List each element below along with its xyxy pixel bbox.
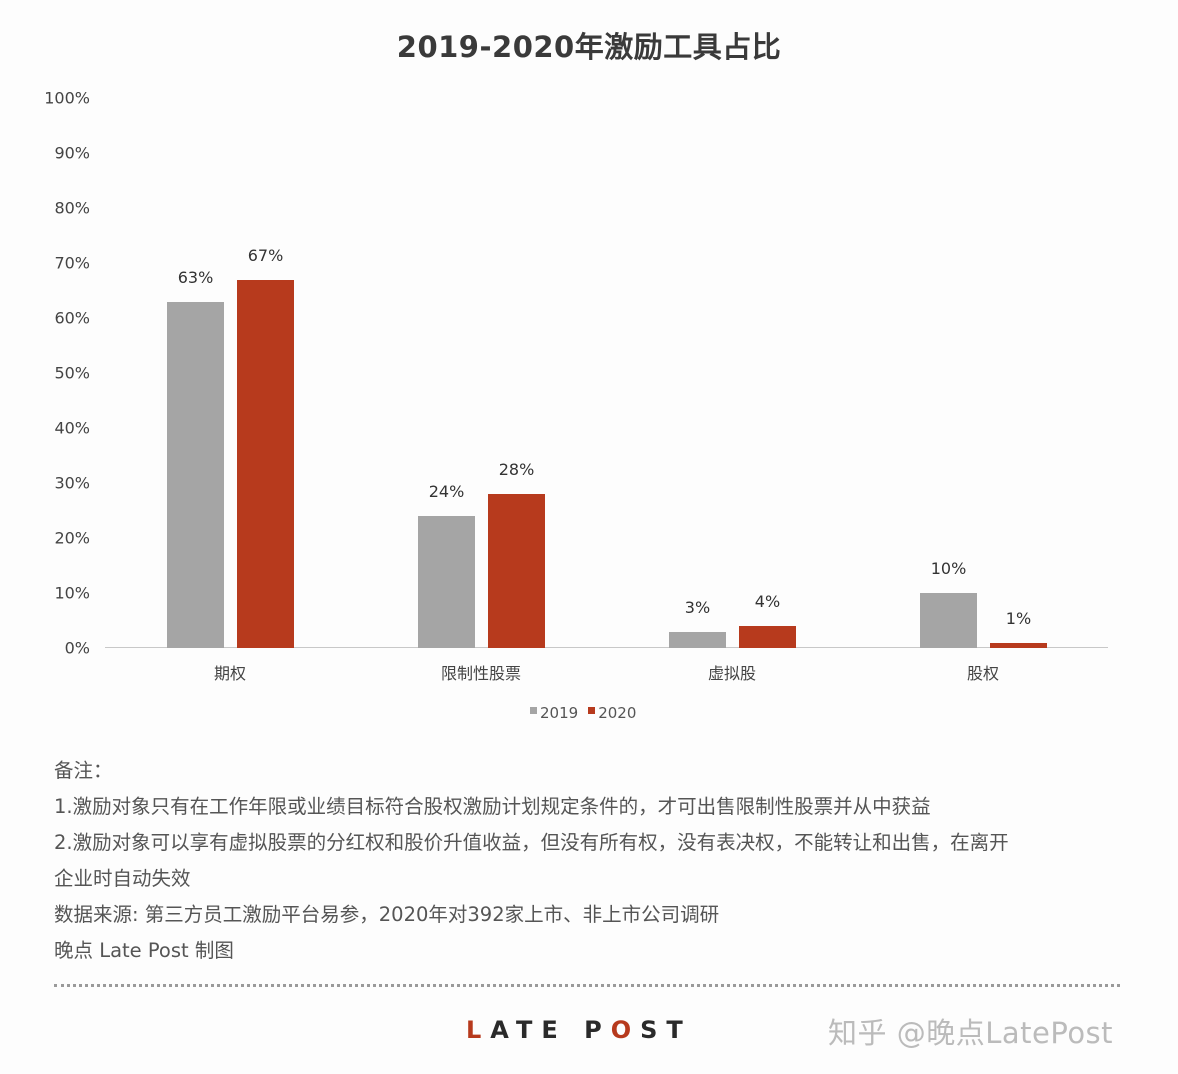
legend-swatch-2020 [588,706,596,714]
y-tick-label: 0% [64,638,90,658]
chart-title: 2019-2020年激励工具占比 [396,30,782,64]
bar-2020 [488,494,545,648]
zhihu-watermark: 知乎 @晚点LatePost [828,1016,1114,1050]
x-axis-line [105,647,1108,648]
bar-2019 [418,516,475,648]
y-tick-label: 10% [54,583,90,603]
bar-2019 [920,593,977,648]
y-tick-label: 40% [54,418,90,438]
y-tick-label: 20% [54,528,90,548]
bar-value-label: 67% [247,245,284,265]
bar-value-label: 3% [684,597,711,617]
legend-label-2020: 2020 [598,704,637,722]
legend-item-2020: 2020 [588,704,636,722]
y-tick-label: 30% [54,473,90,493]
latepost-logo: LATE POST [466,1016,692,1044]
bar-2020 [237,279,294,648]
category-label: 股权 [966,664,999,683]
bar-value-label: 24% [428,482,465,501]
note-2: 2.激励对象可以享有虚拟股票的分红权和股价升值收益，但没有所有权，没有表决权，不… [54,831,1009,854]
dotted-divider [54,984,1120,987]
y-tick-label: 100% [44,88,90,108]
chart-credit: 晚点 Late Post 制图 [54,939,234,962]
y-tick-label: 50% [54,363,90,383]
bar-value-label: 28% [498,460,535,479]
bar-value-label: 10% [930,559,967,578]
notes-block: 备注： 1.激励对象只有在工作年限或业绩目标符合股权激励计划规定条件的，才可出售… [54,753,1134,969]
bar-2020 [739,626,796,648]
notes-heading: 备注： [54,759,113,782]
bar-2020 [990,642,1047,648]
bar-value-label: 4% [754,592,781,611]
y-tick-label: 60% [54,308,90,328]
legend-swatch-2019 [530,706,537,714]
category-label: 期权 [213,664,246,683]
bar-2019 [167,301,224,648]
bar-value-label: 63% [177,267,214,287]
bar-2019 [669,631,726,648]
y-tick-label: 80% [54,198,90,218]
legend-label-2019: 2019 [540,704,579,722]
note-2-cont: 企业时自动失效 [54,867,191,890]
note-1: 1.激励对象只有在工作年限或业绩目标符合股权激励计划规定条件的，才可出售限制性股… [54,795,931,818]
legend: 2019 2020 [530,704,646,722]
bar-value-label: 1% [1005,608,1032,628]
legend-item-2019: 2019 [530,704,578,722]
y-tick-label: 90% [54,143,90,163]
data-source: 数据来源: 第三方员工激励平台易参，2020年对392家上市、非上市公司调研 [54,903,720,926]
category-label: 虚拟股 [707,664,756,683]
y-tick-label: 70% [54,253,90,273]
category-label: 限制性股票 [440,664,521,683]
